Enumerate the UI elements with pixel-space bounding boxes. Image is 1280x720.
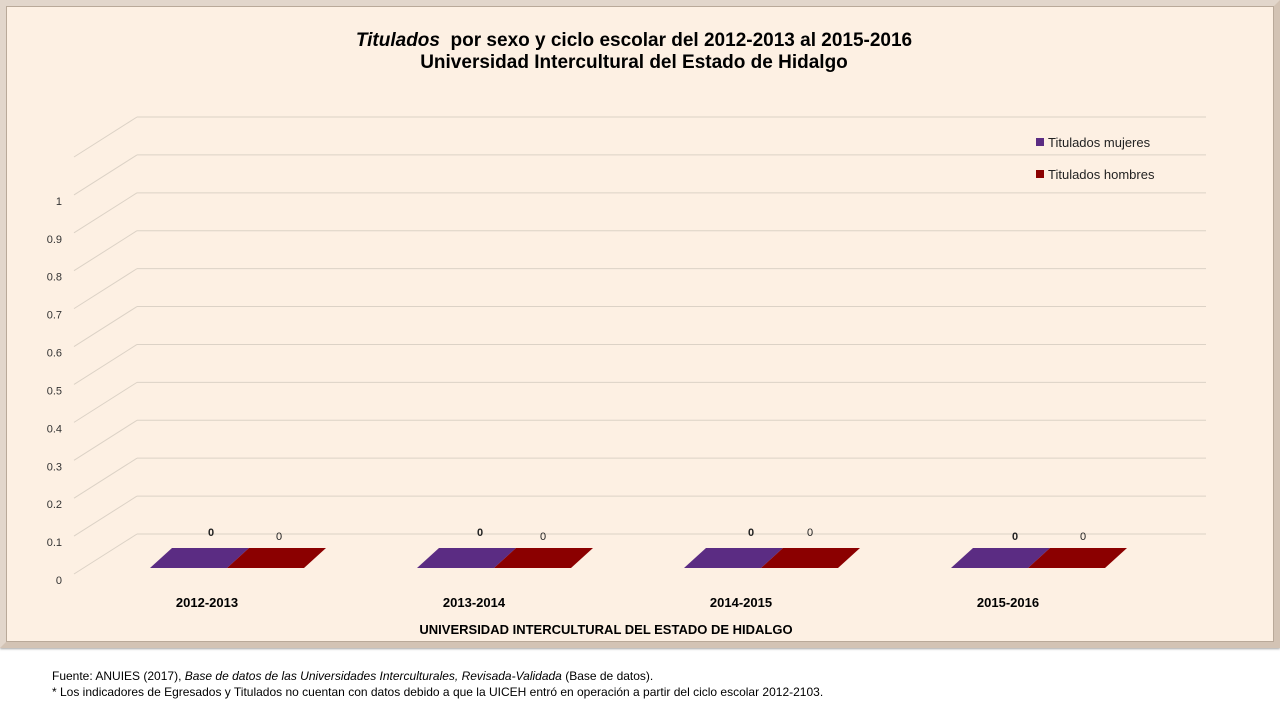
x-axis-title: UNIVERSIDAD INTERCULTURAL DEL ESTADO DE …: [419, 622, 792, 637]
data-label: 0: [1080, 531, 1086, 543]
data-label: 0: [1012, 531, 1018, 543]
chart-title-rest: por sexo y ciclo escolar del 2012-2013 a…: [450, 30, 913, 51]
gridline-side: [73, 230, 138, 272]
gridline-side: [73, 116, 138, 158]
gridline-side: [73, 381, 138, 423]
bar-mujeres: [150, 548, 249, 568]
y-tick-label: 0.3: [47, 461, 62, 473]
chart-title-line1: Titulados por sexo y ciclo escolar del 2…: [6, 30, 1262, 52]
chart-title-italic: Titulados: [355, 30, 440, 51]
chart-frame: Titulados por sexo y ciclo escolar del 2…: [0, 0, 1280, 648]
bar-mujeres: [417, 548, 516, 568]
data-label: 0: [748, 527, 754, 539]
chart-title-line2: Universidad Intercultural del Estado de …: [420, 52, 848, 73]
y-tick-label: 0.8: [47, 272, 62, 284]
y-tick-label: 0.9: [47, 234, 62, 246]
source-suffix: (Base de datos).: [565, 669, 654, 683]
y-tick-label: 0.6: [47, 348, 62, 360]
gridline-side: [73, 268, 138, 310]
legend-swatch: [1036, 138, 1044, 146]
gridline-side: [73, 495, 138, 537]
x-tick-label: 2014-2015: [710, 595, 772, 610]
gridline-side: [73, 533, 138, 575]
gridline-side: [73, 192, 138, 234]
x-tick-label: 2012-2013: [176, 595, 238, 610]
chart-plot-area: 0 0.1 0.2 0.3 0.4 0.5 0.6 0.7 0.8 0.9 1 0 0 2012-2013…: [47, 116, 1206, 637]
data-label: 0: [540, 531, 546, 543]
source-italic: Base de datos de las Universidades Inter…: [184, 669, 562, 683]
gridline-side: [73, 306, 138, 347]
data-label: 0: [276, 531, 282, 543]
bar-hombres: [227, 548, 326, 568]
bar-hombres: [494, 548, 593, 568]
legend-swatch: [1036, 170, 1044, 178]
gridline-side: [73, 457, 138, 499]
gridline-side: [73, 419, 138, 461]
y-tick-label: 1: [56, 196, 62, 208]
y-tick-label: 0: [56, 575, 62, 587]
gridline-side: [73, 344, 138, 385]
y-tick-label: 0.7: [47, 310, 62, 322]
y-tick-label: 0.4: [47, 423, 62, 435]
data-label: 0: [208, 527, 214, 539]
y-tick-label: 0.2: [47, 499, 62, 511]
bar-mujeres: [951, 548, 1050, 568]
source-prefix: Fuente: ANUIES (2017),: [52, 669, 182, 683]
x-tick-label: 2015-2016: [977, 595, 1039, 610]
y-tick-label: 0.5: [47, 385, 62, 397]
chart-title: Titulados por sexo y ciclo escolar del 2…: [6, 30, 1262, 74]
bar-hombres: [1028, 548, 1127, 568]
legend-label: Titulados mujeres: [1048, 135, 1151, 150]
data-label: 0: [477, 527, 483, 539]
bar-hombres: [761, 548, 860, 568]
bar-mujeres: [684, 548, 783, 568]
x-tick-label: 2013-2014: [443, 595, 506, 610]
footnote: Fuente: ANUIES (2017), Base de datos de …: [52, 668, 823, 700]
legend-label: Titulados hombres: [1048, 167, 1155, 182]
source-line: Fuente: ANUIES (2017), Base de datos de …: [52, 668, 823, 684]
data-label: 0: [807, 527, 813, 539]
y-tick-label: 0.1: [47, 537, 62, 549]
note-line: * Los indicadores de Egresados y Titulad…: [52, 685, 824, 699]
gridline-side: [73, 154, 138, 196]
